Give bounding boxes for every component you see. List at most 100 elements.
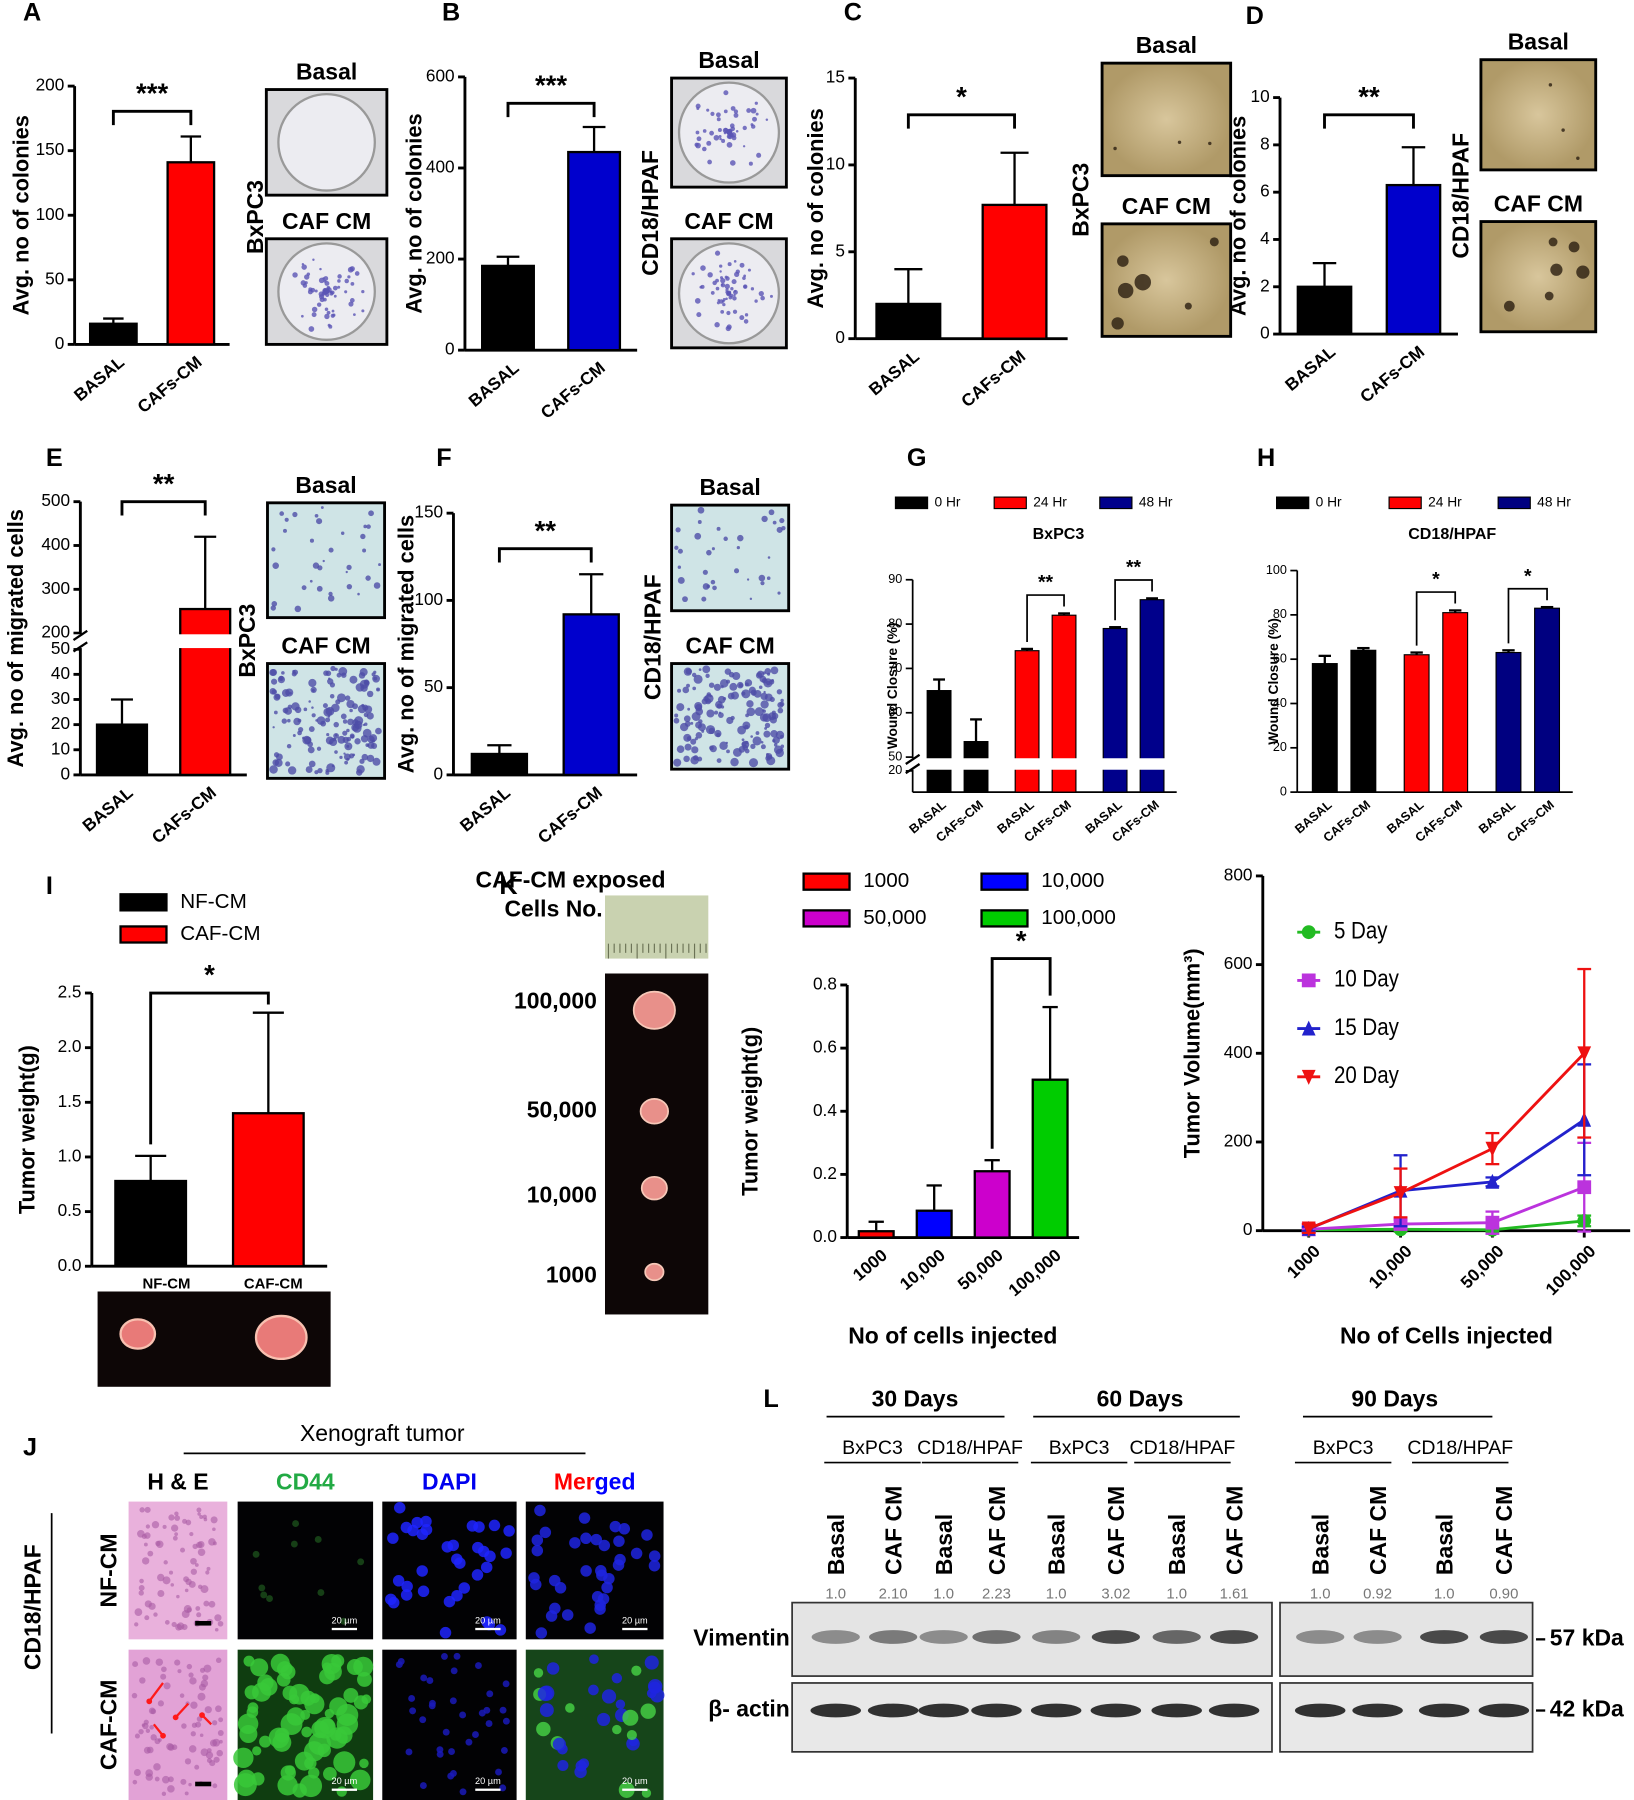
micrograph-feature	[618, 1523, 631, 1535]
bar	[231, 1112, 305, 1268]
micrograph-feature	[324, 289, 330, 295]
y-tick-label: 200	[1224, 1131, 1253, 1151]
micrograph-feature	[368, 510, 374, 517]
lane-label: Basal	[1308, 1514, 1334, 1575]
micrograph-feature	[194, 1764, 200, 1770]
band-ratio: 3.02	[1101, 1586, 1130, 1603]
micrograph-feature	[502, 1717, 510, 1725]
micrograph-feature	[393, 1502, 406, 1514]
arrow-head	[146, 1698, 153, 1705]
micrograph-feature	[237, 1713, 259, 1734]
protein-band	[971, 1703, 1022, 1718]
micrograph-feature	[284, 1765, 296, 1776]
micrograph-feature	[252, 1746, 262, 1756]
micrograph-feature	[212, 1783, 218, 1789]
micrograph-feature	[683, 667, 693, 676]
bar	[567, 150, 622, 352]
micrograph-feature	[174, 1659, 181, 1666]
micrograph-feature	[282, 528, 287, 533]
legend-label: 0 Hr	[934, 494, 960, 509]
significance-label: **	[1038, 572, 1054, 594]
micrograph-feature	[197, 1512, 201, 1516]
micrograph-feature	[311, 312, 317, 318]
micrograph-feature	[323, 670, 329, 676]
micrograph	[1479, 58, 1598, 172]
legend-label: 100,000	[1041, 906, 1116, 929]
cell-line-label: BxPC3	[242, 180, 268, 254]
micrograph-feature	[483, 1706, 491, 1714]
y-tick-label: 400	[41, 534, 70, 554]
y-tick-label: 0	[835, 327, 845, 347]
micrograph-feature	[153, 1763, 161, 1771]
micrograph-feature	[702, 665, 711, 674]
micrograph-feature	[716, 758, 722, 763]
micrograph-feature	[770, 666, 779, 675]
micrograph-feature	[324, 307, 329, 311]
micrograph-feature	[718, 712, 724, 719]
data-point	[1485, 1215, 1500, 1230]
micrograph-feature	[1177, 140, 1182, 145]
protein-band	[1479, 1630, 1528, 1644]
micrograph-feature	[155, 1540, 161, 1547]
legend-swatch	[980, 909, 1029, 928]
micrograph-feature	[611, 1673, 623, 1684]
micrograph-feature	[723, 109, 728, 114]
y-tick-label: 6	[1260, 181, 1270, 201]
micrograph-feature	[741, 691, 746, 696]
significance-label: **	[535, 515, 557, 546]
cell-line-label: CD18/HPAF	[20, 1544, 46, 1670]
micrograph-feature	[690, 738, 697, 745]
micrograph-feature	[139, 1507, 145, 1513]
micrograph-feature	[269, 765, 278, 774]
micrograph-feature	[450, 1667, 458, 1675]
legend-swatch	[1276, 496, 1310, 510]
x-tick-label: 50,000	[954, 1245, 1007, 1294]
micrograph-feature	[648, 1550, 661, 1562]
micrograph-feature	[684, 720, 691, 727]
legend-label: 20 Day	[1334, 1062, 1400, 1089]
micrograph-feature	[702, 129, 707, 133]
micrograph-feature	[742, 276, 746, 280]
lane-label: Basal	[1432, 1514, 1458, 1575]
series-line	[1308, 1219, 1585, 1232]
photo-label: 100,000	[514, 987, 597, 1013]
micrograph-feature	[308, 700, 311, 703]
micrograph-feature	[626, 1736, 640, 1751]
micrograph-feature	[278, 675, 284, 681]
micrograph-feature	[684, 743, 692, 751]
micrograph-feature	[453, 1652, 461, 1660]
panel-letter: E	[46, 444, 63, 472]
micrograph-feature	[353, 313, 356, 317]
micrograph-feature	[327, 715, 331, 718]
axis-break-mark	[905, 753, 921, 765]
x-tick-label: CAFs-CM	[957, 346, 1029, 411]
micrograph-feature	[237, 1769, 256, 1788]
micrograph-feature	[301, 264, 307, 270]
y-tick-label: 60	[1273, 652, 1287, 666]
micrograph-feature	[363, 524, 367, 529]
micrograph-feature	[252, 1550, 260, 1558]
legend-label: 48 Hr	[1139, 494, 1173, 509]
micrograph-feature	[723, 90, 729, 96]
micrograph-feature	[190, 1557, 197, 1565]
micrograph-feature	[723, 131, 727, 135]
band-ratio: 2.10	[879, 1586, 908, 1603]
micrograph-feature	[309, 579, 313, 583]
y-tick-label: 20	[888, 763, 902, 777]
photo-label: CAF-CM	[244, 1276, 303, 1293]
micrograph-feature	[335, 734, 338, 737]
significance-bracket	[990, 957, 1052, 1149]
legend-swatch	[802, 872, 851, 891]
protein-band	[1090, 1703, 1142, 1718]
micrograph-feature	[150, 1708, 157, 1715]
micrograph-feature	[149, 1725, 154, 1730]
y-tick-label: 2.5	[58, 982, 82, 1002]
micrograph-feature	[733, 112, 739, 118]
image-label: CAF CM	[1122, 193, 1211, 219]
micrograph-feature	[597, 1712, 611, 1727]
blot	[791, 1682, 1273, 1753]
micrograph-feature	[716, 112, 721, 118]
lane-label: Basal	[931, 1514, 957, 1575]
micrograph-feature	[335, 699, 341, 705]
micrograph-feature	[720, 309, 725, 314]
